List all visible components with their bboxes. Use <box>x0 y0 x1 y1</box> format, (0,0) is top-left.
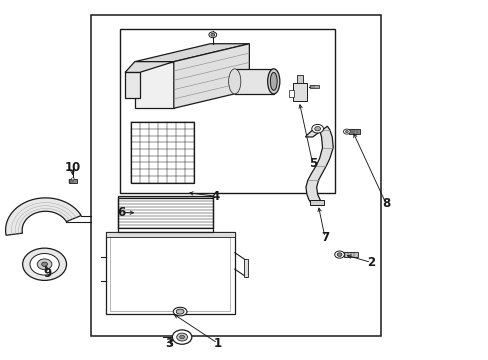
Polygon shape <box>5 198 81 235</box>
Bar <box>91 15 380 336</box>
Text: 3: 3 <box>164 337 173 350</box>
Polygon shape <box>135 44 249 62</box>
Text: 7: 7 <box>320 231 328 244</box>
Bar <box>131 122 193 183</box>
Bar <box>293 83 306 101</box>
Polygon shape <box>135 62 173 108</box>
Circle shape <box>176 333 187 341</box>
Text: 6: 6 <box>117 206 125 219</box>
Circle shape <box>37 259 52 270</box>
Polygon shape <box>125 72 140 98</box>
Ellipse shape <box>228 69 241 94</box>
Bar <box>110 235 229 311</box>
Circle shape <box>336 253 341 256</box>
Circle shape <box>334 251 344 258</box>
Circle shape <box>71 178 74 180</box>
Bar <box>105 232 234 315</box>
Bar <box>118 198 212 228</box>
Ellipse shape <box>173 307 186 316</box>
Text: 2: 2 <box>366 256 375 269</box>
Bar <box>348 130 359 134</box>
Bar <box>69 179 77 183</box>
Bar <box>244 259 248 277</box>
Bar <box>309 200 324 205</box>
Circle shape <box>311 125 323 133</box>
Ellipse shape <box>176 309 183 314</box>
Polygon shape <box>173 44 249 108</box>
Bar <box>118 196 212 232</box>
Circle shape <box>41 262 47 266</box>
Bar <box>234 69 273 94</box>
Text: 9: 9 <box>44 267 52 280</box>
Circle shape <box>22 248 66 280</box>
Bar <box>297 75 303 83</box>
Circle shape <box>210 33 214 36</box>
Bar <box>344 252 357 257</box>
Circle shape <box>343 129 349 134</box>
Circle shape <box>345 131 347 133</box>
Circle shape <box>30 253 59 275</box>
Text: 4: 4 <box>211 190 219 203</box>
Bar <box>120 30 334 193</box>
Polygon shape <box>305 126 332 203</box>
Circle shape <box>314 127 320 131</box>
Circle shape <box>172 330 191 344</box>
Bar <box>310 85 319 88</box>
Bar <box>105 232 234 237</box>
Text: 8: 8 <box>381 197 389 210</box>
Bar <box>289 90 294 97</box>
Polygon shape <box>125 62 173 72</box>
Ellipse shape <box>267 69 279 94</box>
Text: 5: 5 <box>308 157 316 170</box>
Text: 1: 1 <box>213 337 221 350</box>
Circle shape <box>208 32 216 38</box>
Circle shape <box>179 335 184 339</box>
Text: 10: 10 <box>64 161 81 174</box>
Ellipse shape <box>270 72 277 90</box>
